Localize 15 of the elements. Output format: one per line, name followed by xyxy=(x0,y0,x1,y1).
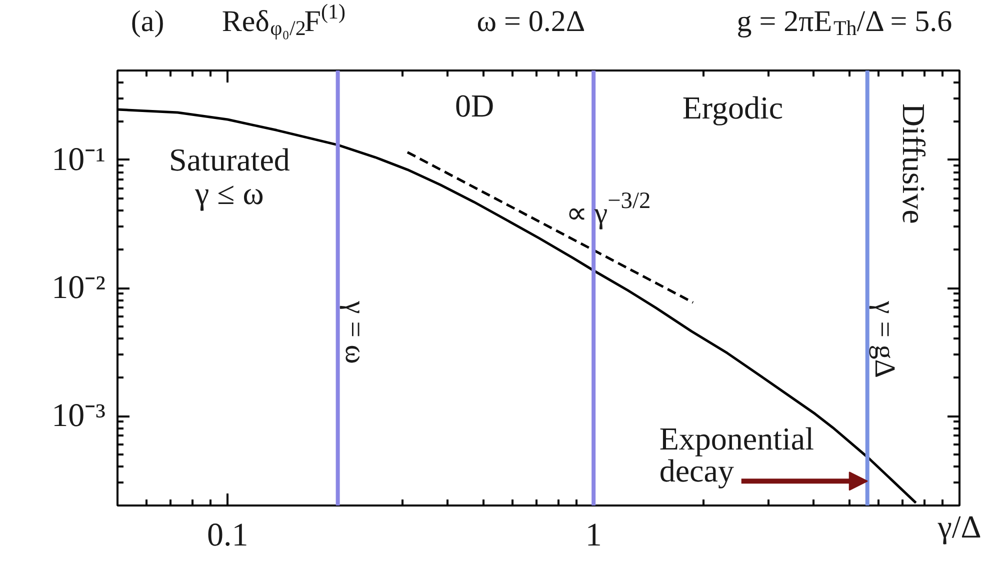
x-tick-label: 1 xyxy=(585,518,602,554)
x-tick-label: 0.1 xyxy=(207,518,248,554)
ref-line-label: γ = ω xyxy=(338,300,371,364)
y-tick-label: 10⁻³ xyxy=(52,398,106,434)
chart-title: (a) xyxy=(130,5,164,38)
annotation: Diffusive xyxy=(896,104,932,224)
annotation: Exponential decay xyxy=(659,420,814,488)
annotation: Saturated γ ≤ ω xyxy=(169,141,290,212)
ref-line-label: γ = gΔ xyxy=(868,300,900,378)
annotation: Ergodic xyxy=(682,90,784,126)
y-tick-label: 10⁻¹ xyxy=(52,142,106,178)
x-axis-title: γ/Δ xyxy=(936,508,982,544)
text: ω = 0.2Δ xyxy=(476,5,586,38)
y-tick-label: 10⁻² xyxy=(52,270,106,306)
annotation: 0D xyxy=(454,88,494,124)
